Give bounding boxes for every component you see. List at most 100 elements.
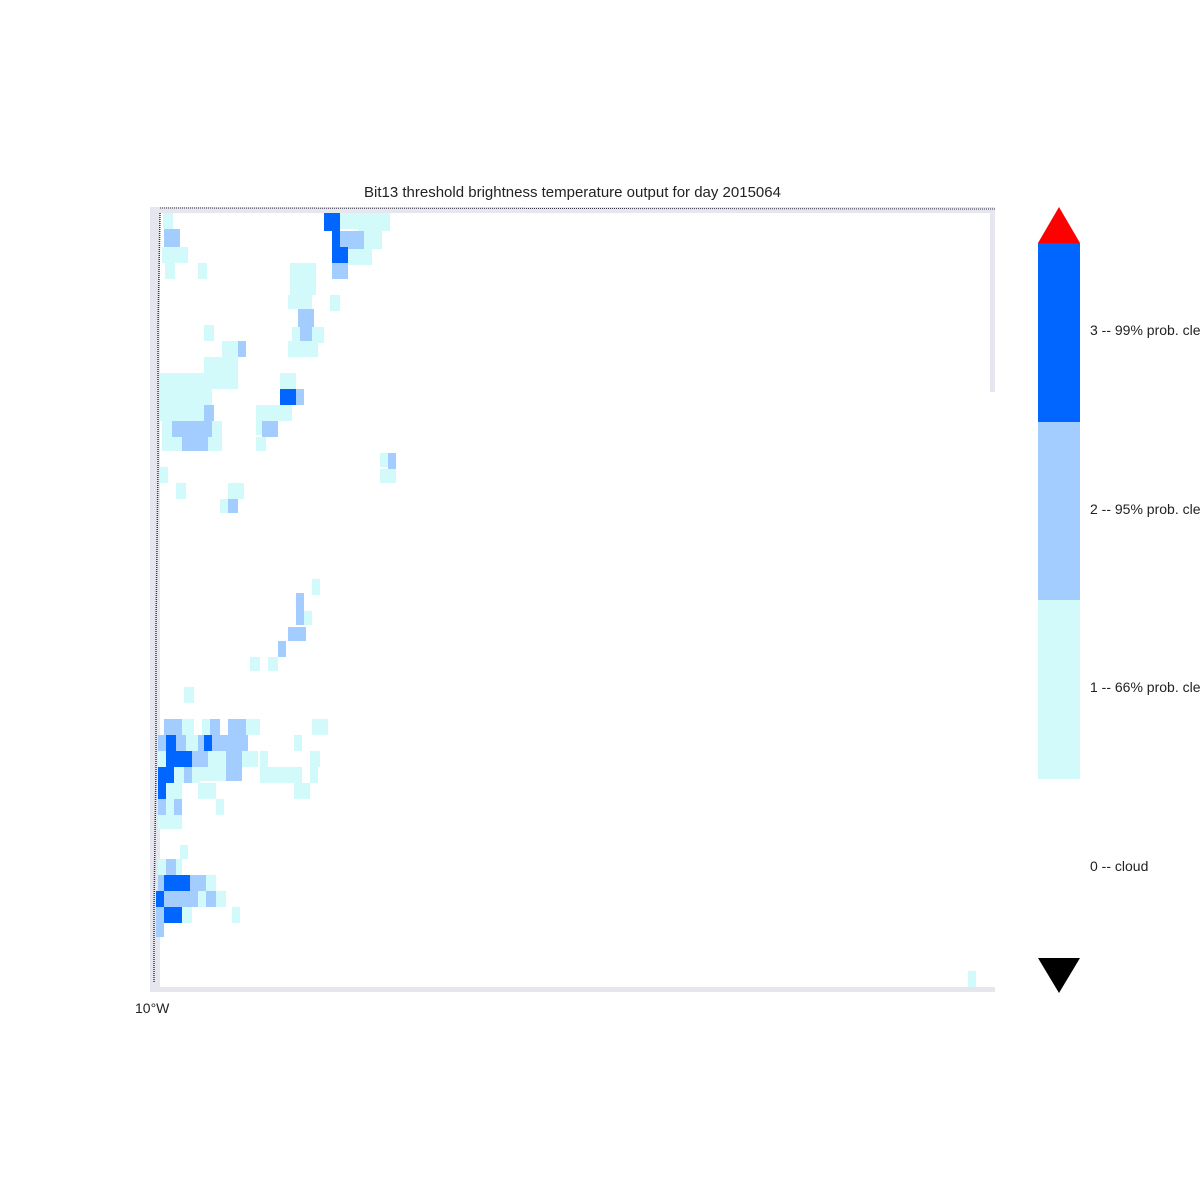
grid-cell <box>160 373 238 389</box>
grid-cell <box>182 907 192 923</box>
grid-cell <box>156 907 164 923</box>
grid-cell <box>348 249 372 265</box>
grid-cell <box>182 719 194 735</box>
grid-cell <box>216 799 224 815</box>
grid-cell <box>198 735 206 751</box>
colorbar-class-0 <box>1038 779 1080 958</box>
grid-cell <box>166 735 176 751</box>
grid-cell <box>162 421 172 437</box>
grid-cell <box>158 859 166 875</box>
grid-cell <box>296 593 304 609</box>
grid-cell <box>166 751 192 767</box>
grid-cell <box>165 263 175 279</box>
grid-cell <box>268 657 278 671</box>
grid-cell <box>204 405 214 421</box>
grid-cell <box>294 783 310 799</box>
colorbar <box>1038 207 1080 993</box>
grid-cell <box>278 641 286 657</box>
grid-cell <box>312 327 324 343</box>
grid-cell <box>164 891 198 907</box>
grid-cell <box>222 735 248 751</box>
map-panel <box>150 207 995 992</box>
grid-cell <box>208 437 218 451</box>
grid-cell <box>290 279 316 295</box>
grid-cell <box>232 907 240 923</box>
grid-cell <box>226 751 242 767</box>
grid-cell <box>262 421 278 437</box>
grid-cell <box>176 483 186 499</box>
grid-cell <box>170 421 212 437</box>
grid-cell <box>156 891 164 907</box>
colorbar-over-arrow <box>1038 207 1080 243</box>
grid-cell <box>288 627 306 641</box>
grid-cell <box>176 735 186 751</box>
grid-cell <box>204 735 212 751</box>
grid-cell <box>296 609 304 625</box>
grid-cell <box>162 437 182 451</box>
grid-cell <box>174 767 184 783</box>
grid-cell <box>340 213 358 229</box>
grid-cell <box>296 389 304 405</box>
grid-cell <box>200 767 226 781</box>
colorbar-under-arrow <box>1038 958 1080 993</box>
grid-cell <box>166 859 176 875</box>
grid-cell <box>198 263 207 279</box>
grid-cell <box>184 687 194 703</box>
grid-cell <box>158 735 166 751</box>
grid-cell <box>330 295 340 311</box>
grid-cell <box>312 579 320 595</box>
grid-cell <box>226 767 242 781</box>
grid-cell <box>242 751 258 767</box>
grid-cell <box>212 735 222 751</box>
grid-cell <box>158 783 166 799</box>
grid-cell <box>180 845 188 859</box>
grid-cell <box>358 213 390 231</box>
grid-cell <box>228 499 238 513</box>
grid-cell <box>332 229 340 247</box>
grid-cell <box>160 405 204 421</box>
grid-cell <box>156 923 164 937</box>
grid-cell <box>198 891 206 907</box>
grid-cell <box>208 751 226 767</box>
grid-cell <box>190 875 206 891</box>
grid-cell <box>186 735 198 751</box>
legend-label-2: 2 -- 95% prob. cle <box>1090 501 1200 517</box>
grid-cell <box>164 719 182 735</box>
grid-cell <box>298 309 314 327</box>
grid-cell <box>260 767 302 783</box>
frame-edge-right <box>990 207 995 392</box>
grid-cell <box>340 231 364 249</box>
legend-label-3: 3 -- 99% prob. cle <box>1090 322 1200 338</box>
grid-cell <box>228 483 244 499</box>
grid-cell <box>332 263 348 279</box>
grid-cell <box>158 815 182 829</box>
grid-cell <box>228 719 246 735</box>
grid-cell <box>246 719 260 735</box>
grid-cell <box>380 453 390 467</box>
legend-label-0: 0 -- cloud <box>1090 858 1149 874</box>
grid-cell <box>272 405 292 421</box>
grid-cell <box>163 213 173 229</box>
frame-edge-left <box>150 207 160 992</box>
grid-cell <box>364 231 382 249</box>
longitude-tick-label: 10°W <box>135 1000 170 1016</box>
grid-cell <box>220 499 230 513</box>
grid-cell <box>158 751 166 767</box>
grid-cell <box>174 859 182 875</box>
map-background <box>160 213 990 987</box>
grid-cell <box>288 295 312 309</box>
grid-cell <box>216 891 226 907</box>
legend-label-1: 1 -- 66% prob. cle <box>1090 679 1200 695</box>
grid-cell <box>380 469 396 483</box>
grid-cell <box>304 611 312 625</box>
grid-cell <box>204 325 214 341</box>
grid-cell <box>206 891 216 907</box>
grid-cell <box>290 263 316 279</box>
grid-cell <box>238 341 246 357</box>
grid-cell <box>324 213 340 231</box>
grid-cell <box>192 767 200 783</box>
grid-cell <box>260 751 268 767</box>
map-title: Bit13 threshold brightness temperature o… <box>364 184 781 201</box>
grid-cell <box>184 767 192 783</box>
grid-cell <box>310 767 318 783</box>
